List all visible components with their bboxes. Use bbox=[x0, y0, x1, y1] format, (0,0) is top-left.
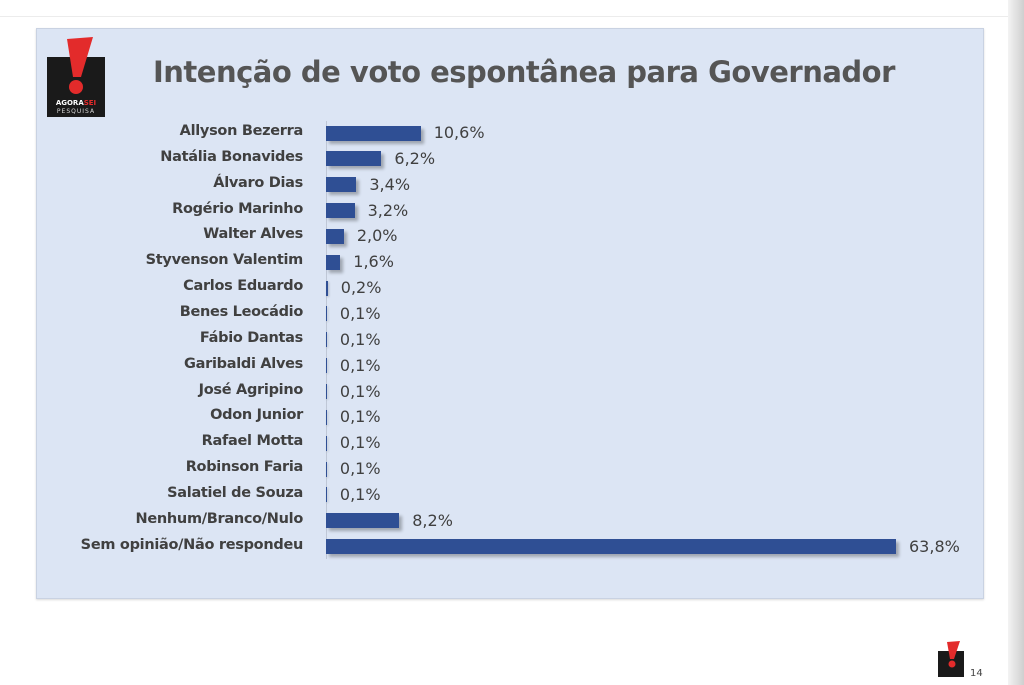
logo-subtitle: PESQUISA bbox=[56, 108, 96, 115]
category-label: Rogério Marinho bbox=[172, 200, 303, 217]
agorasei-logo: AGORASEI PESQUISA bbox=[47, 37, 105, 117]
category-label: Benes Leocádio bbox=[179, 303, 304, 320]
bar-value-label: 2,0% bbox=[356, 226, 398, 246]
bar-value-label: 0,1% bbox=[339, 355, 381, 375]
bar-value-label: 0,1% bbox=[339, 381, 381, 401]
bar bbox=[326, 280, 328, 296]
bar bbox=[326, 409, 327, 425]
bar bbox=[326, 203, 355, 219]
category-label: Nenhum/Branco/Nulo bbox=[135, 510, 304, 527]
bar-value-label: 8,2% bbox=[412, 510, 453, 530]
category-label: Odon Junior bbox=[210, 407, 303, 424]
category-label: Carlos Eduardo bbox=[183, 278, 303, 295]
bar-value-label: 0,1% bbox=[339, 459, 381, 479]
category-label: Robinson Faria bbox=[185, 459, 304, 476]
bar-value-label: 0,1% bbox=[339, 407, 381, 427]
bar bbox=[326, 151, 382, 167]
logo-word-main: AGORA bbox=[55, 99, 84, 107]
bar-value-label: 0,1% bbox=[339, 329, 381, 349]
bar bbox=[326, 228, 344, 244]
bar bbox=[326, 487, 327, 503]
bar-value-label: 10,6% bbox=[433, 123, 485, 142]
category-label: Rafael Motta bbox=[201, 433, 304, 450]
bar bbox=[326, 306, 327, 322]
bar-value-label: 3,4% bbox=[369, 174, 411, 194]
category-label: Sem opinião/Não respondeu bbox=[80, 536, 304, 553]
category-label: Allyson Bezerra bbox=[179, 123, 304, 139]
bar-value-label: 0,1% bbox=[339, 303, 381, 323]
category-label: Garibaldi Alves bbox=[184, 355, 303, 372]
bar bbox=[326, 177, 357, 193]
page-top-rule bbox=[0, 16, 1008, 17]
bar bbox=[326, 461, 327, 477]
category-label: José Agripino bbox=[198, 381, 304, 398]
bar bbox=[326, 125, 421, 141]
bar-value-label: 1,6% bbox=[353, 252, 394, 272]
chart-panel: AGORASEI PESQUISA Intenção de voto espon… bbox=[36, 28, 984, 599]
bar bbox=[326, 513, 400, 529]
logo-word-accent: SEI bbox=[83, 99, 97, 107]
bar bbox=[326, 332, 327, 348]
page-number: 14 bbox=[970, 668, 983, 679]
bar-value-label: 0,2% bbox=[340, 278, 382, 298]
bar bbox=[326, 435, 327, 451]
bar-value-label: 6,2% bbox=[394, 148, 436, 168]
bar-value-label: 0,1% bbox=[339, 484, 381, 504]
logo-wordmark: AGORASEI bbox=[47, 99, 105, 107]
footer-exclamation-icon bbox=[947, 641, 960, 668]
footer-logo bbox=[938, 641, 964, 677]
category-label: Salatiel de Souza bbox=[167, 484, 303, 501]
category-label: Álvaro Dias bbox=[213, 174, 303, 191]
category-label: Natália Bonavides bbox=[160, 148, 303, 165]
exclamation-icon bbox=[67, 37, 93, 94]
category-label: Fábio Dantas bbox=[199, 329, 303, 346]
bar bbox=[326, 384, 327, 399]
chart-title: Intenção de voto espontânea para Governa… bbox=[153, 55, 895, 89]
bar bbox=[326, 254, 341, 270]
category-label: Walter Alves bbox=[203, 226, 303, 243]
bar-value-label: 3,2% bbox=[367, 200, 409, 220]
category-label: Styvenson Valentim bbox=[145, 252, 304, 269]
bar bbox=[326, 539, 896, 555]
bar-value-label: 63,8% bbox=[909, 536, 960, 556]
page-right-edge bbox=[1008, 0, 1024, 685]
bar-value-label: 0,1% bbox=[339, 433, 381, 453]
bar bbox=[326, 358, 327, 374]
